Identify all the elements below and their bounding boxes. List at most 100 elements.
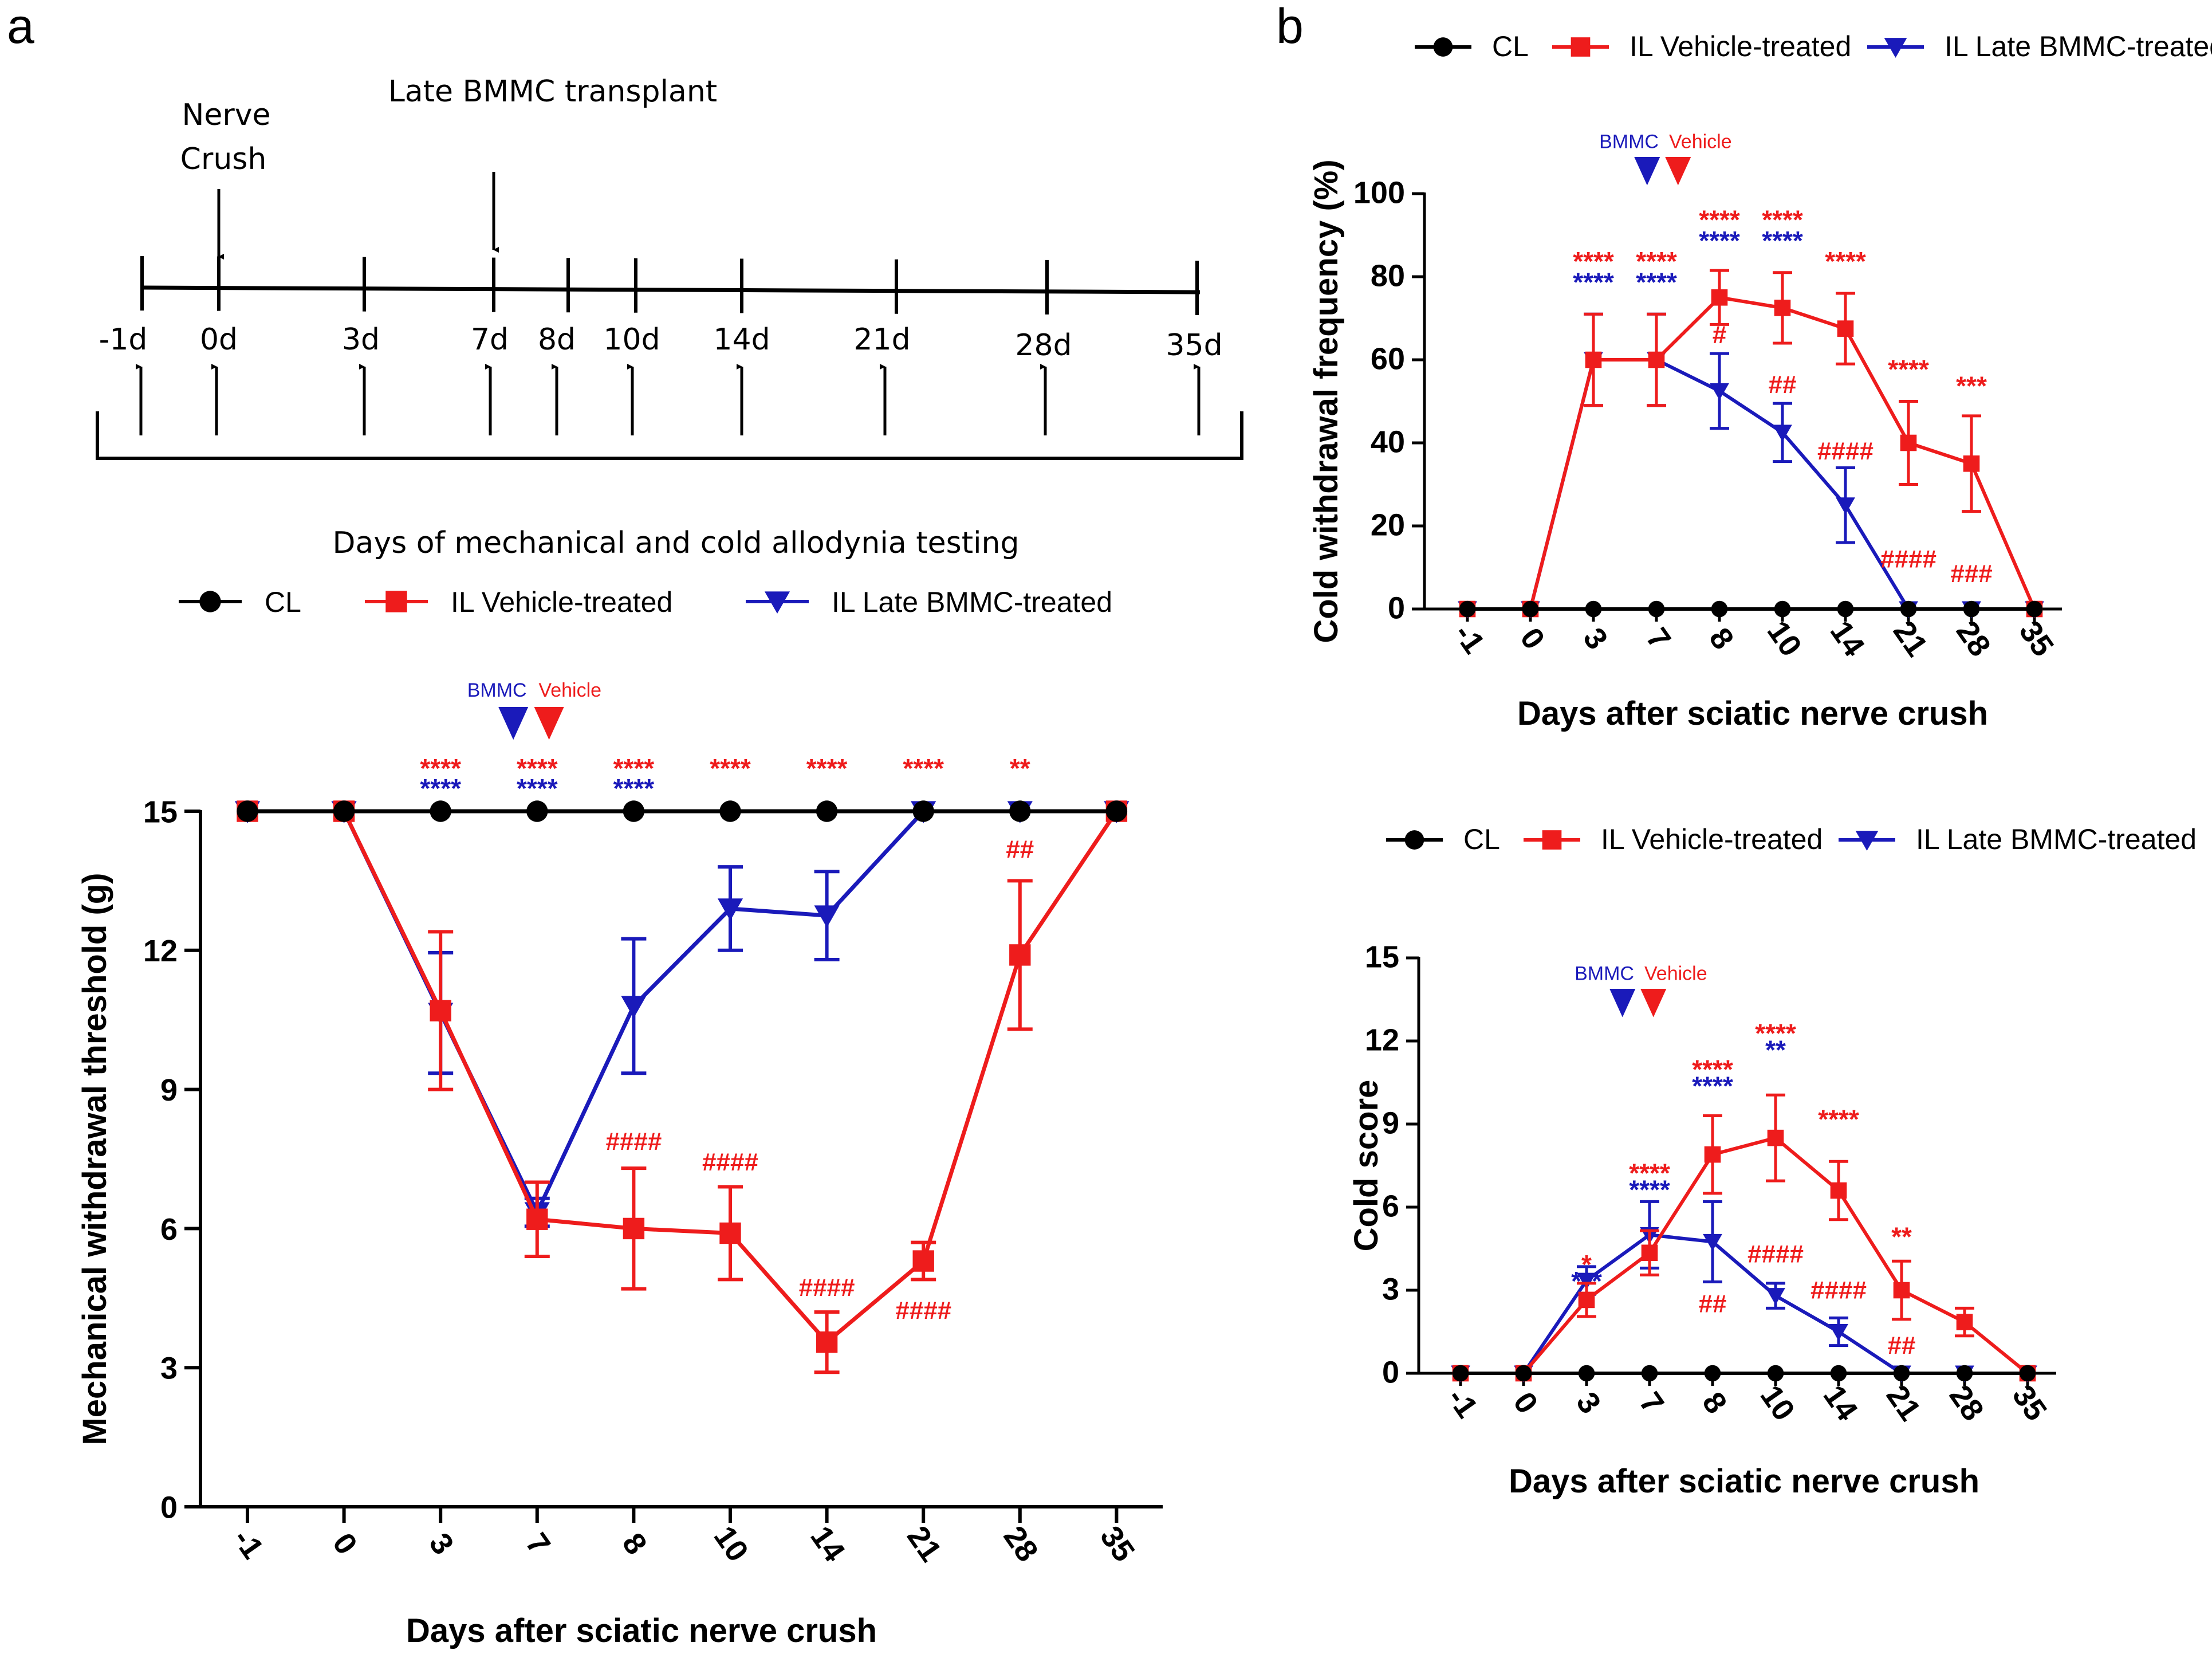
sig-bmmc: **** — [420, 773, 461, 803]
vehicle-point — [526, 1208, 548, 1230]
timeline-days: -1d 0d 3d 7d 8d 10d 14d 21d 28d 35d — [99, 256, 1223, 435]
hash-vehicle: #### — [799, 1274, 855, 1302]
bmmc-point — [621, 996, 647, 1018]
y-tick-label: 15 — [1365, 940, 1399, 975]
x-tick-label: 8 — [1702, 622, 1740, 655]
x-tick-label: -1 — [1447, 618, 1491, 660]
cl-point — [1963, 600, 1980, 618]
sig-vehicle: **** — [1755, 1018, 1796, 1048]
x-tick-label: 14 — [804, 1520, 852, 1568]
sig-vehicle: **** — [420, 753, 461, 783]
vehicle-point — [816, 1331, 838, 1353]
vehicle-point — [719, 1222, 741, 1244]
x-tick-label: 8 — [616, 1527, 654, 1561]
bmmc-series-line — [247, 809, 1117, 1215]
cl-point — [1704, 1365, 1721, 1382]
vehicle-point — [1837, 320, 1854, 337]
sig-bmmc: **** — [1692, 1071, 1733, 1101]
y-tick-label: 9 — [160, 1073, 178, 1107]
timeline-day-label: 28d — [1015, 328, 1072, 363]
bmmc-point — [1773, 425, 1792, 442]
cl-point — [1711, 600, 1728, 618]
sig-vehicle: **** — [613, 753, 655, 783]
cl-point — [1522, 600, 1539, 618]
vehicle-point — [1963, 455, 1980, 472]
panel-letter-a: a — [7, 0, 34, 54]
vehicle-series-line — [1461, 1136, 2029, 1375]
timeline-day-label: 21d — [853, 323, 910, 357]
sig-vehicle: **** — [1762, 205, 1803, 235]
sig-vehicle: **** — [1699, 205, 1740, 235]
sig-vehicle: **** — [1825, 246, 1866, 276]
y-tick-label: 40 — [1371, 425, 1405, 459]
sig-bmmc: **** — [1762, 226, 1803, 256]
vehicle-injection-marker — [1640, 989, 1667, 1017]
y-tick-label: 9 — [1382, 1106, 1399, 1141]
y-tick-label: 3 — [160, 1352, 178, 1386]
hash-vehicle: ## — [1888, 1331, 1916, 1360]
cl-point — [1515, 1365, 1532, 1382]
x-tick-label: 0 — [326, 1527, 364, 1561]
cl-point — [719, 800, 741, 822]
sig-vehicle: **** — [1629, 1158, 1670, 1188]
bmmc-transplant-marker — [1609, 989, 1636, 1017]
vehicle-injection-marker — [534, 707, 564, 740]
cl-point — [526, 800, 548, 822]
cl-point — [1767, 1365, 1784, 1382]
x-axis-title: Days after sciatic nerve crush — [406, 1612, 877, 1649]
y-tick-label: 0 — [1382, 1356, 1399, 1390]
x-tick-label: 21 — [900, 1520, 948, 1568]
bmmc-series-line — [1467, 358, 2034, 611]
cl-point — [2019, 1365, 2036, 1382]
x-tick-label: 28 — [997, 1520, 1045, 1568]
x-tick-label: 21 — [1880, 1379, 1928, 1427]
bmmc-transplant-marker — [498, 707, 529, 740]
timeline-day-label: 3d — [342, 323, 380, 357]
hash-vehicle: #### — [1747, 1240, 1804, 1268]
legend-label-bmmc: IL Late BMMC-treated — [1916, 823, 2197, 855]
timeline-day-label: -1d — [99, 323, 148, 357]
vehicle-point — [1893, 1282, 1910, 1299]
y-tick-label: 6 — [1382, 1189, 1399, 1224]
cl-point — [1830, 1365, 1847, 1382]
vehicle-point — [912, 1250, 934, 1272]
vehicle-marker-label: Vehicle — [538, 679, 601, 701]
bmmc-point — [1703, 1233, 1722, 1251]
sig-vehicle: **** — [517, 753, 558, 783]
experiment-timeline: Nerve Crush Late BMMC transplant Days of… — [96, 74, 1243, 560]
hash-vehicle: ## — [1699, 1290, 1727, 1318]
cl-point — [237, 800, 258, 822]
vehicle-point — [623, 1217, 645, 1240]
legend-label-bmmc: IL Late BMMC-treated — [1945, 30, 2212, 62]
sig-vehicle: ** — [1891, 1222, 1912, 1252]
bmmc-point — [1855, 831, 1879, 851]
vehicle-point — [430, 1000, 451, 1022]
x-tick-label: 7 — [519, 1527, 557, 1561]
vehicle-point — [1830, 1182, 1847, 1199]
vehicle-point — [1774, 300, 1791, 316]
legend-label-cl: CL — [265, 586, 301, 618]
x-tick-label: 21 — [1887, 615, 1935, 663]
cl-point — [912, 800, 934, 822]
timeline-caption: Days of mechanical and cold allodynia te… — [332, 526, 1019, 560]
x-tick-label: 3 — [1569, 1386, 1607, 1420]
legend-label-cl: CL — [1492, 30, 1529, 62]
vehicle-point — [1542, 830, 1562, 850]
cl-point — [1837, 600, 1854, 618]
legend-label-bmmc: IL Late BMMC-treated — [832, 586, 1112, 618]
x-tick-label: 35 — [2006, 1379, 2054, 1427]
y-tick-label: 20 — [1371, 508, 1405, 543]
timeline-label-crush: Crush — [180, 142, 267, 176]
vehicle-point — [1641, 1244, 1658, 1262]
bmmc-point — [717, 898, 743, 921]
cl-point — [1459, 600, 1476, 618]
cl-point — [816, 800, 838, 822]
x-tick-label: 28 — [1950, 615, 1998, 663]
cl-point — [1585, 600, 1602, 618]
legend-label-cl: CL — [1463, 823, 1500, 855]
x-axis-title: Days after sciatic nerve crush — [1509, 1463, 1979, 1500]
hash-vehicle: #### — [1810, 1276, 1867, 1305]
vehicle-point — [1585, 351, 1602, 368]
y-tick-label: 100 — [1353, 176, 1405, 210]
